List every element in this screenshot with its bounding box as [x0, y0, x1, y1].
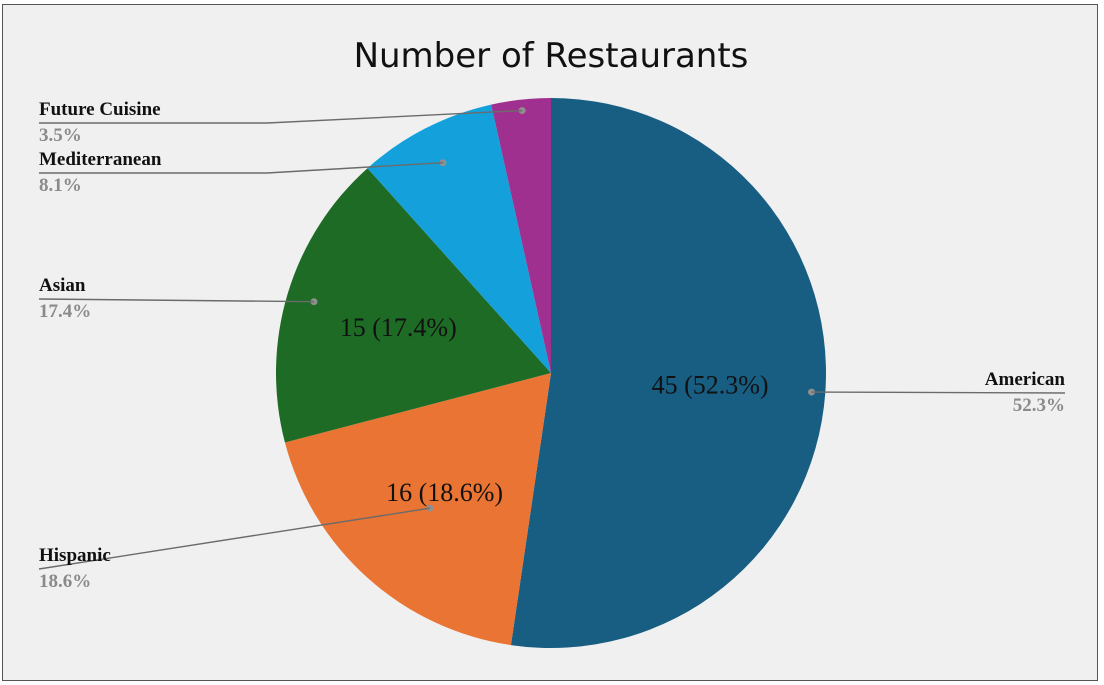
category-label-asian: Asian: [39, 275, 86, 296]
category-labels: 45 (52.3%) American 52.3% 16 (18.6%) Hispani…: [39, 99, 1065, 592]
data-label-asian: 15 (17.4%): [340, 313, 457, 342]
percent-label-american: 52.3%: [1013, 395, 1065, 416]
category-label-american: American: [985, 369, 1066, 390]
leader-line-mediterranean: [39, 161, 443, 174]
category-label-hispanic: Hispanic: [39, 545, 111, 566]
pie-slices: [276, 97, 827, 648]
leader-line-hispanic: [38, 507, 430, 570]
percent-label-asian: 17.4%: [39, 301, 91, 322]
category-label-future-cuisine: Future Cuisine: [39, 99, 161, 120]
pie-chart: Number of Restaurants 45 (52.3%) American…: [38, 36, 1066, 648]
percent-label-hispanic: 18.6%: [39, 571, 91, 592]
percent-label-future-cuisine: 3.5%: [39, 125, 82, 146]
data-label-american: 45 (52.3%): [652, 371, 769, 400]
leader-line-american: [811, 391, 1066, 394]
percent-label-mediterranean: 8.1%: [39, 175, 82, 196]
pie-slice-hispanic: [284, 373, 551, 646]
chart-title: Number of Restaurants: [354, 36, 749, 76]
leader-lines: [38, 107, 1066, 570]
pie-slice-american: [510, 97, 827, 648]
pie-slice-asian: [276, 168, 551, 443]
data-label-hispanic: 16 (18.6%): [386, 478, 503, 507]
leader-line-future-cuisine: [39, 109, 523, 124]
category-label-mediterranean: Mediterranean: [39, 149, 162, 170]
pie-slice-mediterranean: [367, 104, 551, 373]
leader-line-asian: [38, 298, 315, 303]
pie-slice-future-cuisine: [491, 98, 551, 373]
chart-frame: Number of Restaurants 45 (52.3%) American…: [2, 4, 1098, 681]
